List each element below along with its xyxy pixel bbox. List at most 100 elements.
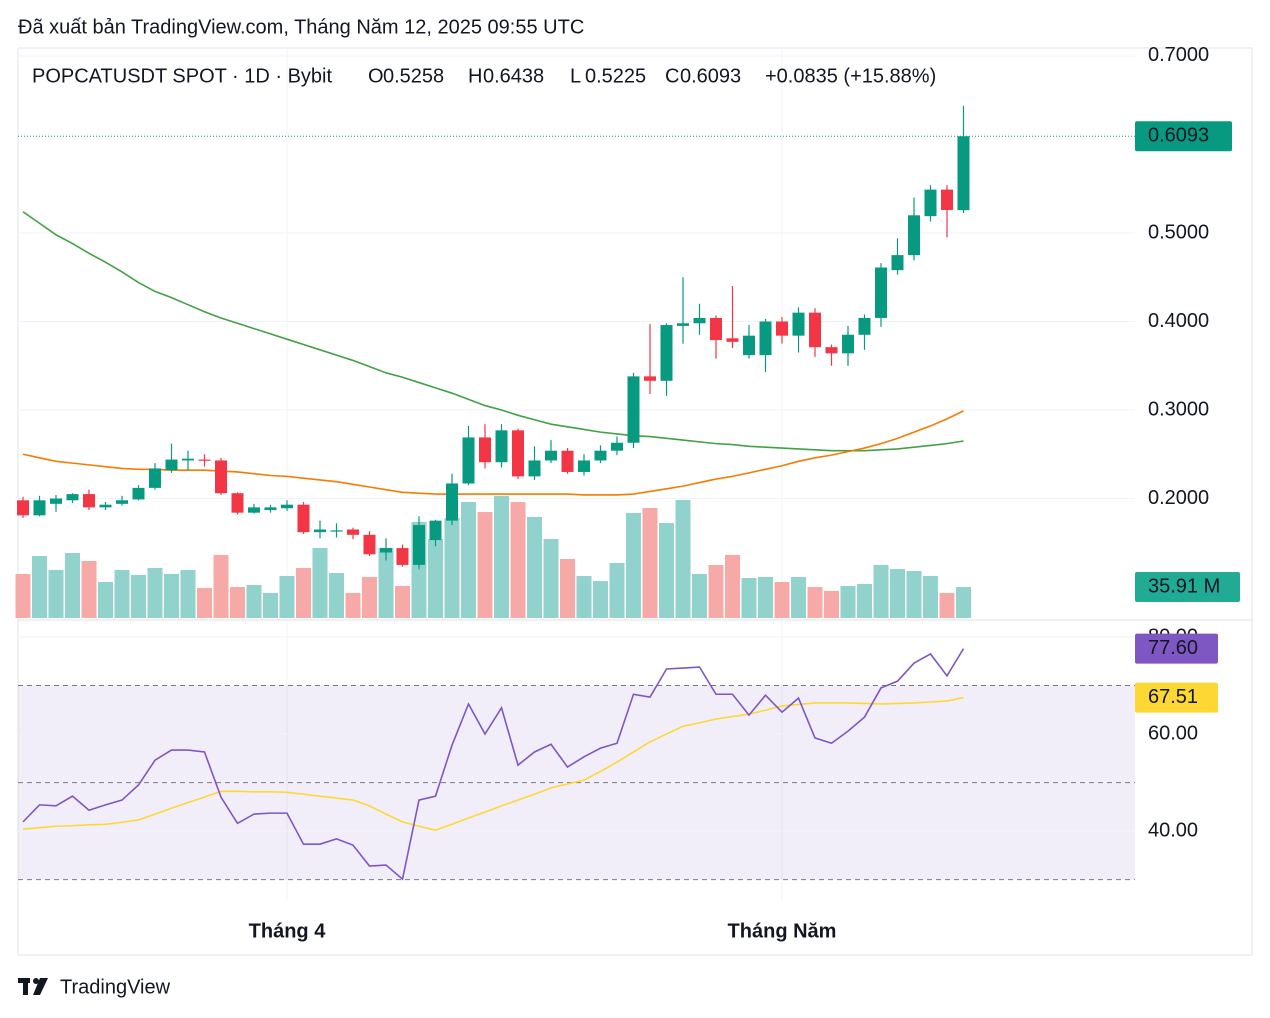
candle-body (908, 215, 920, 256)
candle-body (99, 504, 112, 508)
logo-part (23, 978, 28, 995)
candle-body (578, 460, 590, 472)
candle-body (413, 525, 425, 565)
candle-body (380, 548, 392, 553)
rsi-tag-bg (1135, 633, 1218, 664)
volume-bar (774, 581, 790, 618)
volume-bar (263, 592, 278, 618)
volume-bar (906, 571, 922, 618)
candle-body (396, 548, 409, 565)
symbol-title: POPCATUSDT SPOT · 1D · Bybit (32, 65, 333, 87)
candle-body (512, 430, 524, 477)
volume-bar (923, 576, 938, 618)
volume-bar (510, 502, 526, 618)
volume-bar (461, 502, 476, 618)
volume-bar (65, 552, 80, 618)
candle-body (198, 459, 211, 461)
candle-body (149, 468, 161, 488)
volume-bar (692, 573, 707, 618)
candle-body (347, 529, 359, 535)
candle-body (83, 494, 95, 508)
candle-body (858, 317, 871, 335)
volume-bar (659, 523, 674, 618)
candle-body (677, 323, 689, 326)
volume-bar (642, 507, 658, 618)
ohlc-value: 0.6093 (680, 65, 741, 87)
volume-bar (81, 561, 97, 618)
candle-body (446, 483, 458, 521)
volume-bar (164, 573, 179, 618)
ohlc-value: 0.6438 (483, 65, 544, 87)
volume-bar (32, 555, 47, 618)
candle-body (726, 338, 739, 342)
change-label: +0.0835 (+15.88%) (765, 65, 936, 87)
candle-body (495, 430, 508, 463)
volume-bar (758, 576, 773, 618)
volume-bar (741, 578, 757, 618)
candle-body (776, 321, 788, 336)
candle-body (759, 321, 772, 356)
volume-bar (378, 547, 394, 618)
volume-bar (791, 576, 806, 618)
volume-bar (312, 547, 328, 618)
ohlc-letter: L (570, 65, 581, 87)
last-price-tag-bg (1135, 121, 1232, 152)
rsi-tick-label: 40.00 (1148, 819, 1198, 841)
rsi-ma-line (22, 696, 964, 831)
candle-body (231, 493, 244, 513)
moving-average-line (22, 410, 964, 496)
volume-bar (428, 538, 443, 618)
candle-body (693, 317, 706, 324)
rsi-tag: 77.60 (1148, 637, 1198, 659)
candle-body (743, 335, 755, 356)
candle-body (297, 504, 310, 533)
volume-bar (48, 569, 64, 618)
y-tick-label: 0.7000 (1148, 44, 1209, 66)
volume-bar (477, 512, 493, 618)
candle-body (710, 317, 722, 341)
candle-body (842, 334, 854, 354)
volume-bar (840, 585, 856, 618)
volume-bar (609, 562, 625, 618)
moving-average-line (22, 211, 964, 452)
plot-layer: Tháng 4 Tháng Năm 0.2000 0.3000 0.4000 0.5000… (15, 44, 1209, 942)
candle-body (891, 255, 904, 271)
volume-bar (230, 586, 245, 618)
volume-bar (114, 569, 130, 618)
rsi-ma-tag: 67.51 (1148, 686, 1198, 708)
ohlc-letter: H (468, 65, 482, 87)
volume-bar (956, 586, 971, 618)
candle-body (314, 529, 326, 533)
candle-body (611, 442, 623, 451)
volume-bar (444, 517, 460, 618)
volume-bar (362, 576, 377, 618)
foreground-layer: POPCATUSDT SPOT · 1D · Bybit O 0.5258 H 0.6… (32, 65, 1240, 713)
candle-body (792, 312, 805, 336)
volume-bar (675, 500, 691, 618)
volume-bar (131, 574, 146, 618)
y-tick-label: 0.3000 (1148, 398, 1209, 420)
candle-body (561, 450, 574, 472)
candle-body (363, 534, 376, 555)
volume-bar (543, 538, 559, 618)
logo-part (33, 978, 39, 984)
candle-body (660, 325, 673, 381)
candle-body (809, 312, 821, 348)
last-price-tag: 0.6093 (1148, 125, 1209, 147)
candle-body (281, 504, 293, 509)
volume-bar (824, 590, 839, 618)
candle-body (264, 507, 277, 511)
ohlc-letter: O (368, 65, 384, 87)
volume-bar (279, 576, 295, 618)
x-tick-label: Tháng 4 (249, 920, 327, 942)
candle-body (924, 189, 937, 217)
candle-body (17, 500, 29, 516)
volume-bar (98, 581, 113, 618)
candle-body (528, 460, 541, 477)
candle-body (248, 507, 260, 513)
volume-tag: 35.91 M (1148, 575, 1220, 597)
rsi-tick-label: 60.00 (1148, 722, 1198, 744)
candle-body (594, 450, 607, 461)
